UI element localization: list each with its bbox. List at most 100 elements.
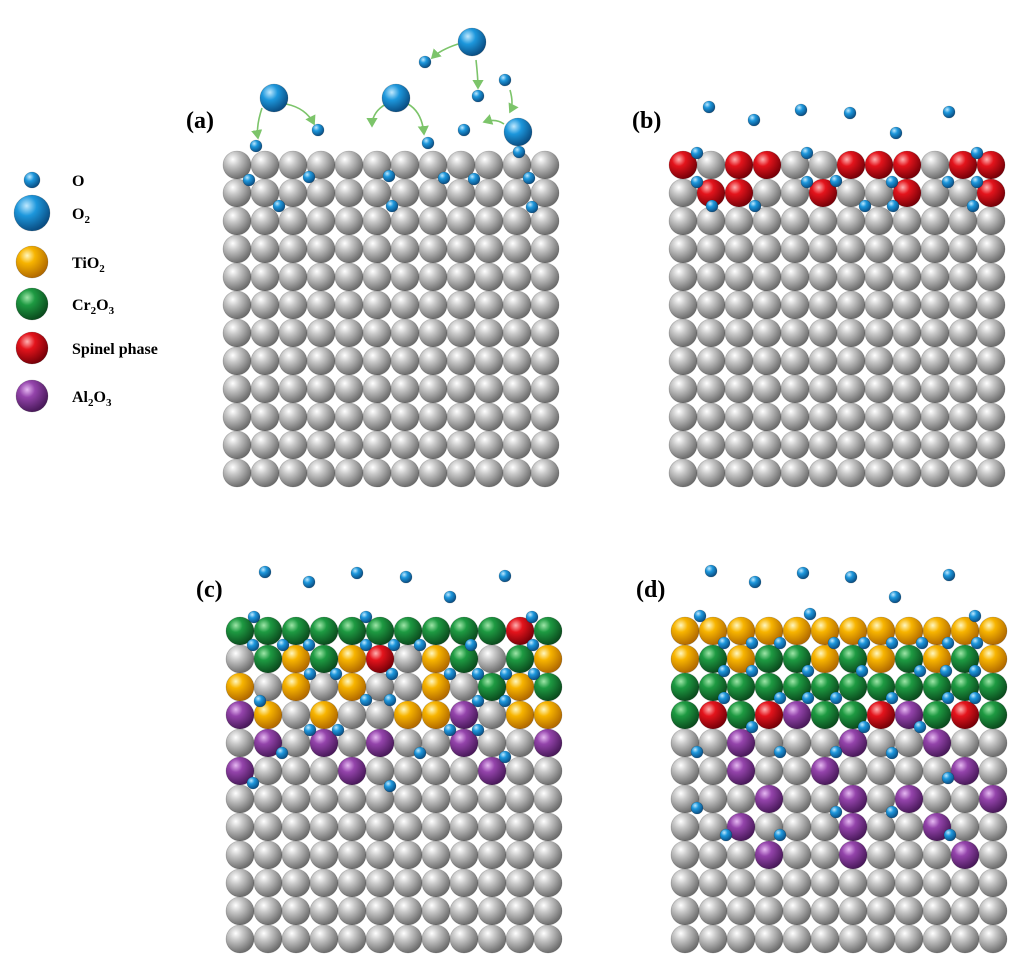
metal-atom bbox=[362, 374, 392, 404]
oxygen-atom bbox=[801, 664, 815, 678]
oxygen-atom bbox=[690, 146, 704, 160]
metal-atom bbox=[334, 290, 364, 320]
metal-atom bbox=[309, 812, 339, 842]
metal-atom bbox=[222, 374, 252, 404]
metal-atom bbox=[393, 868, 423, 898]
metal-atom bbox=[668, 290, 698, 320]
metal-atom bbox=[502, 234, 532, 264]
metal-atom bbox=[950, 728, 980, 758]
metal-atom bbox=[502, 374, 532, 404]
metal-atom bbox=[892, 346, 922, 376]
cr2o3-atom bbox=[533, 616, 563, 646]
spinel-atom bbox=[950, 700, 980, 730]
metal-atom bbox=[334, 430, 364, 460]
metal-atom bbox=[530, 346, 560, 376]
metal-atom bbox=[502, 318, 532, 348]
oxygen-atom bbox=[272, 199, 286, 213]
cr2o3-atom bbox=[670, 700, 700, 730]
metal-atom bbox=[836, 430, 866, 460]
metal-atom bbox=[836, 234, 866, 264]
metal-atom bbox=[724, 374, 754, 404]
metal-atom bbox=[334, 374, 364, 404]
panels: (a) (b) (c) (d) bbox=[186, 27, 1008, 954]
metal-atom bbox=[449, 840, 479, 870]
metal-atom bbox=[920, 234, 950, 264]
oxygen-atom bbox=[418, 55, 432, 69]
metal-atom bbox=[502, 458, 532, 488]
metal-atom bbox=[726, 896, 756, 926]
legend-o2-icon bbox=[13, 194, 51, 232]
metal-atom bbox=[836, 458, 866, 488]
oxygen-atom bbox=[886, 199, 900, 213]
metal-atom bbox=[668, 458, 698, 488]
metal-atom bbox=[390, 374, 420, 404]
metal-atom bbox=[309, 868, 339, 898]
metal-atom bbox=[278, 234, 308, 264]
metal-atom bbox=[250, 234, 280, 264]
metal-atom bbox=[696, 346, 726, 376]
metal-atom bbox=[866, 840, 896, 870]
metal-atom bbox=[390, 318, 420, 348]
spinel-atom bbox=[836, 150, 866, 180]
metal-atom bbox=[752, 458, 782, 488]
metal-atom bbox=[836, 262, 866, 292]
al2o3-atom bbox=[838, 840, 868, 870]
metal-atom bbox=[922, 784, 952, 814]
metal-atom bbox=[421, 840, 451, 870]
oxygen-atom bbox=[968, 691, 982, 705]
metal-atom bbox=[362, 206, 392, 236]
metal-atom bbox=[978, 840, 1008, 870]
metal-atom bbox=[250, 318, 280, 348]
metal-atom bbox=[782, 728, 812, 758]
oxygen-atom bbox=[801, 691, 815, 705]
oxygen-atom bbox=[970, 175, 984, 189]
oxygen-atom bbox=[303, 667, 317, 681]
metal-atom bbox=[477, 924, 507, 954]
cr2o3-atom bbox=[894, 672, 924, 702]
metal-atom bbox=[752, 374, 782, 404]
metal-atom bbox=[309, 784, 339, 814]
metal-atom bbox=[976, 346, 1006, 376]
oxygen-atom bbox=[359, 610, 373, 624]
metal-atom bbox=[390, 150, 420, 180]
oxygen-atom bbox=[276, 638, 290, 652]
metal-atom bbox=[696, 262, 726, 292]
oxygen-atom bbox=[942, 105, 956, 119]
metal-atom bbox=[365, 840, 395, 870]
metal-atom bbox=[477, 868, 507, 898]
spinel-atom bbox=[864, 150, 894, 180]
oxygen-atom bbox=[970, 636, 984, 650]
metal-atom bbox=[530, 234, 560, 264]
metal-atom bbox=[892, 318, 922, 348]
oxygen-atom bbox=[717, 664, 731, 678]
cr2o3-atom bbox=[978, 700, 1008, 730]
oxygen-molecule bbox=[457, 27, 487, 57]
oxygen-atom bbox=[246, 776, 260, 790]
oxygen-atom bbox=[387, 638, 401, 652]
metal-atom bbox=[808, 150, 838, 180]
metal-atom bbox=[754, 756, 784, 786]
oxygen-atom bbox=[303, 723, 317, 737]
metal-atom bbox=[446, 346, 476, 376]
metal-atom bbox=[922, 868, 952, 898]
metal-atom bbox=[920, 430, 950, 460]
oxygen-atom bbox=[421, 136, 435, 150]
metal-atom bbox=[920, 206, 950, 236]
metal-atom bbox=[278, 206, 308, 236]
metal-atom bbox=[390, 402, 420, 432]
metal-atom bbox=[836, 318, 866, 348]
oxygen-atom bbox=[302, 575, 316, 589]
metal-atom bbox=[502, 430, 532, 460]
metal-atom bbox=[696, 402, 726, 432]
tio2-atom bbox=[978, 644, 1008, 674]
metal-atom bbox=[864, 290, 894, 320]
metal-atom bbox=[726, 868, 756, 898]
legend-al2o3-icon bbox=[15, 379, 49, 413]
metal-atom bbox=[780, 262, 810, 292]
oxygen-atom bbox=[702, 100, 716, 114]
metal-atom bbox=[421, 784, 451, 814]
metal-atom bbox=[894, 728, 924, 758]
metal-atom bbox=[838, 896, 868, 926]
tio2-atom bbox=[225, 672, 255, 702]
tio2-atom bbox=[978, 616, 1008, 646]
